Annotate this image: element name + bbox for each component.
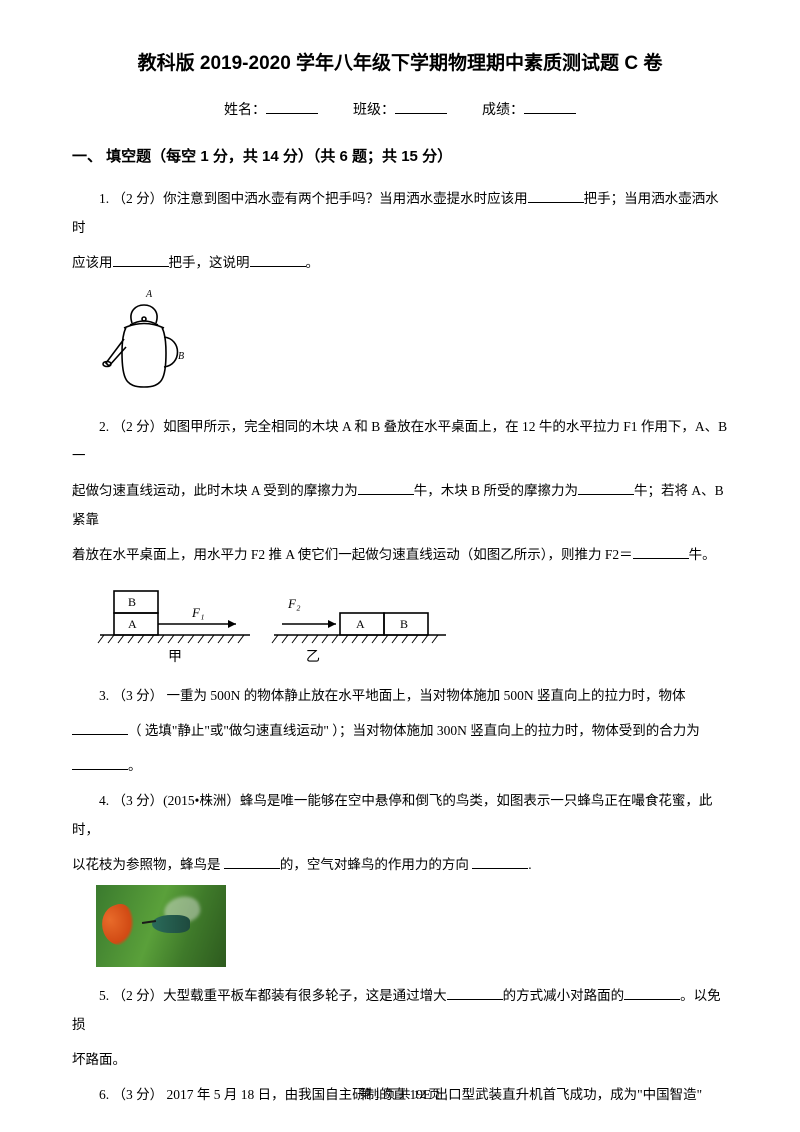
q2-figure: B A F₁ 甲 F₂ A B 乙 <box>96 575 728 667</box>
q1-line2: 应该用 把手，这说明 。 <box>72 248 728 277</box>
svg-text:乙: 乙 <box>306 649 320 665</box>
q1-line1: 1. （2 分）你注意到图中洒水壶有两个把手吗？当用洒水壶提水时应该用把手；当用… <box>72 184 728 242</box>
q3-text-a: 3. （3 分） 一重为 500N 的物体静止放在水平地面上，当对物体施加 50… <box>99 688 686 703</box>
q2-blank-2[interactable] <box>578 482 634 495</box>
q4-blank-1[interactable] <box>224 856 280 869</box>
svg-text:F₁: F₁ <box>191 605 204 620</box>
q2-line3: 着放在水平桌面上，用水平力 F2 推 A 使它们一起做匀速直线运动（如图乙所示）… <box>72 540 728 569</box>
q5-line2: 坏路面。 <box>72 1045 728 1074</box>
q5-text-d: 坏路面。 <box>72 1052 126 1067</box>
q1-text-e: 。 <box>306 255 320 270</box>
class-label: 班级： <box>353 103 395 118</box>
q5-text-a: 5. （2 分）大型载重平板车都装有很多轮子，这是通过增大 <box>99 988 447 1003</box>
footer-total: 12 <box>414 1087 426 1101</box>
q2-blank-1[interactable] <box>358 482 414 495</box>
footer-right: 页 <box>426 1087 441 1101</box>
score-blank[interactable] <box>524 100 576 114</box>
q4-text-d: . <box>528 857 531 872</box>
q4-blank-2[interactable] <box>472 856 528 869</box>
q4-text-a: 4. （3 分）(2015•株洲）蜂鸟是唯一能够在空中悬停和倒飞的鸟类，如图表示… <box>72 793 712 837</box>
q5-line1: 5. （2 分）大型载重平板车都装有很多轮子，这是通过增大的方式减小对路面的。以… <box>72 981 728 1039</box>
q1-blank-1[interactable] <box>528 190 584 203</box>
q1-text-d: 把手，这说明 <box>169 255 250 270</box>
q4-line1: 4. （3 分）(2015•株洲）蜂鸟是唯一能够在空中悬停和倒飞的鸟类，如图表示… <box>72 786 728 844</box>
q3-text-b: （ 选填"静止"或"做匀速直线运动" ）；当对物体施加 300N 竖直向上的拉力… <box>128 723 700 738</box>
svg-text:A: A <box>145 289 153 300</box>
svg-text:A: A <box>356 617 365 631</box>
bird-body-shape <box>152 915 190 933</box>
q5-blank-2[interactable] <box>624 987 680 1000</box>
page-title: 教科版 2019-2020 学年八年级下学期物理期中素质测试题 C 卷 <box>72 48 728 75</box>
score-label: 成绩： <box>482 103 524 118</box>
q4-line2: 以花枝为参照物，蜂鸟是 的，空气对蜂鸟的作用力的方向 . <box>72 850 728 879</box>
q3-blank-1[interactable] <box>72 722 128 735</box>
q5-text-b: 的方式减小对路面的 <box>503 988 625 1003</box>
svg-text:F₂: F₂ <box>287 596 301 611</box>
hummingbird-photo <box>96 885 226 967</box>
q4-text-b: 以花枝为参照物，蜂鸟是 <box>72 857 224 872</box>
q1-figure: A B <box>96 283 728 398</box>
q5-blank-1[interactable] <box>447 987 503 1000</box>
flower-shape <box>96 901 142 950</box>
q2-text-c: 牛，木块 B 所受的摩擦力为 <box>414 483 578 498</box>
svg-text:B: B <box>128 595 136 609</box>
q2-blank-3[interactable] <box>633 546 689 559</box>
svg-text:B: B <box>178 351 184 362</box>
name-blank[interactable] <box>266 100 318 114</box>
student-info-line: 姓名： 班级： 成绩： <box>72 99 728 119</box>
q3-line2: （ 选填"静止"或"做匀速直线运动" ）；当对物体施加 300N 竖直向上的拉力… <box>72 716 728 745</box>
q2-text-b: 起做匀速直线运动，此时木块 A 受到的摩擦力为 <box>72 483 358 498</box>
q2-line1: 2. （2 分）如图甲所示，完全相同的木块 A 和 B 叠放在水平桌面上，在 1… <box>72 412 728 470</box>
q2-text-e: 着放在水平桌面上，用水平力 F2 推 A 使它们一起做匀速直线运动（如图乙所示）… <box>72 547 633 562</box>
q2-line2: 起做匀速直线运动，此时木块 A 受到的摩擦力为牛，木块 B 所受的摩擦力为牛；若… <box>72 476 728 534</box>
page-footer: 第 1 页 共 12 页 <box>0 1085 800 1102</box>
footer-left: 第 <box>359 1087 374 1101</box>
q1-blank-3[interactable] <box>250 254 306 267</box>
q2-text-f: 牛。 <box>689 547 716 562</box>
name-label: 姓名： <box>224 103 266 118</box>
q4-text-c: 的，空气对蜂鸟的作用力的方向 <box>280 857 472 872</box>
q2-text-a: 2. （2 分）如图甲所示，完全相同的木块 A 和 B 叠放在水平桌面上，在 1… <box>72 419 727 463</box>
svg-text:A: A <box>128 617 137 631</box>
svg-text:甲: 甲 <box>168 650 182 665</box>
footer-mid: 页 共 <box>380 1087 413 1101</box>
section-1-heading: 一、 填空题（每空 1 分，共 14 分）（共 6 题；共 15 分） <box>72 145 728 166</box>
q3-blank-2[interactable] <box>72 757 128 770</box>
class-blank[interactable] <box>395 100 447 114</box>
q1-text-a: 1. （2 分）你注意到图中洒水壶有两个把手吗？当用洒水壶提水时应该用 <box>99 191 528 206</box>
q1-blank-2[interactable] <box>113 254 169 267</box>
q3-line1: 3. （3 分） 一重为 500N 的物体静止放在水平地面上，当对物体施加 50… <box>72 681 728 710</box>
q3-text-c: 。 <box>128 758 142 773</box>
q1-text-c: 应该用 <box>72 255 113 270</box>
q4-figure <box>96 885 728 967</box>
q3-line3: 。 <box>72 751 728 780</box>
svg-text:B: B <box>400 617 408 631</box>
